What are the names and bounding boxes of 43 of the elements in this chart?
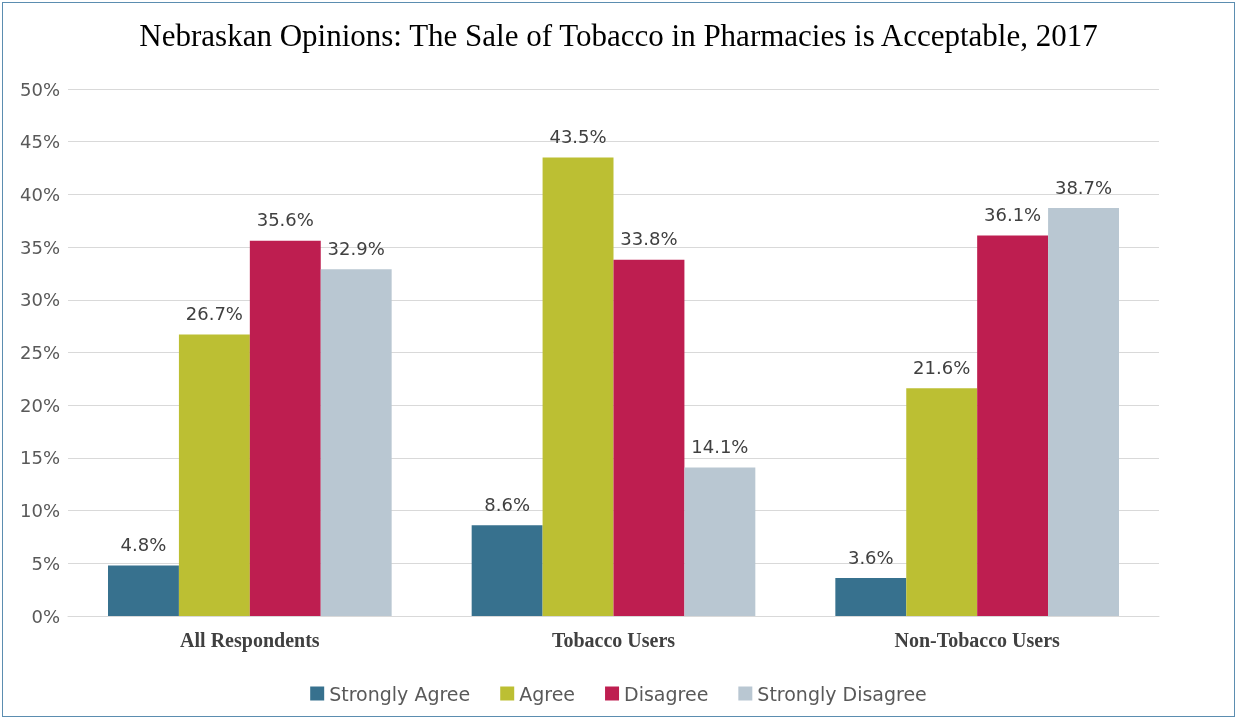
bar — [178, 334, 250, 616]
data-label: 36.1% — [984, 204, 1042, 226]
data-label: 14.1% — [691, 435, 749, 457]
y-tick-label: 30% — [19, 289, 60, 311]
bar — [471, 525, 543, 616]
y-tick-label: 50% — [19, 78, 60, 100]
bar — [1048, 208, 1119, 616]
bar — [108, 565, 179, 616]
bar — [542, 157, 614, 616]
y-tick-label: 35% — [19, 236, 60, 258]
legend-label: Agree — [519, 682, 576, 705]
legend-label: Strongly Agree — [329, 682, 471, 705]
chart-title: Nebraskan Opinions: The Sale of Tobacco in Pharmacies is Acceptable, 2017 — [139, 18, 1098, 53]
data-label: 33.8% — [620, 228, 678, 250]
x-tick-label: Tobacco Users — [551, 629, 676, 651]
bar — [320, 269, 392, 616]
bar — [249, 240, 321, 616]
y-tick-label: 15% — [19, 447, 60, 469]
bar — [977, 235, 1049, 616]
y-tick-label: 0% — [31, 605, 60, 627]
data-label: 4.8% — [120, 533, 167, 555]
y-tick-label: 40% — [19, 183, 60, 205]
bar — [835, 578, 907, 616]
legend-label: Strongly Disagree — [757, 682, 927, 705]
data-label: 43.5% — [549, 126, 607, 148]
data-label: 3.6% — [847, 546, 894, 568]
y-tick-label: 45% — [19, 131, 60, 153]
y-tick-label: 10% — [19, 500, 60, 522]
x-tick-label: Non-Tobacco Users — [894, 629, 1061, 651]
y-tick-label: 25% — [19, 342, 60, 363]
data-label: 21.6% — [913, 356, 971, 378]
x-tick-label: All Respondents — [180, 629, 320, 652]
bar — [684, 467, 756, 616]
y-tick-label: 5% — [31, 552, 60, 574]
bar — [906, 388, 978, 616]
bar — [613, 259, 685, 616]
data-label: 8.6% — [484, 493, 530, 515]
data-label: 35.6% — [256, 209, 314, 231]
data-label: 38.7% — [1054, 176, 1113, 198]
data-label: 26.7% — [185, 303, 243, 325]
legend-label: Disagree — [624, 682, 709, 705]
y-tick-label: 20% — [19, 394, 60, 416]
data-label: 32.9% — [327, 237, 385, 259]
